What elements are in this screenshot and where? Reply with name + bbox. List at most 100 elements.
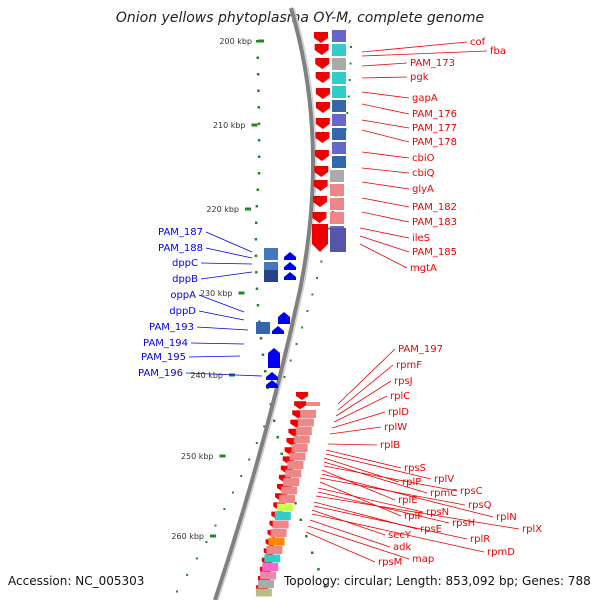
cog-block [256, 322, 270, 334]
inner-ruler-dot [289, 359, 292, 362]
cog-block [330, 170, 344, 182]
forward-gene-arrow [314, 32, 328, 43]
gene-label: rpsS [404, 463, 426, 474]
inner-ruler-dot [240, 475, 243, 477]
kbp-tick-label: 220 kbp [206, 205, 239, 214]
ruler-dot [255, 287, 259, 290]
cog-block [332, 44, 346, 56]
gene-label: rpsM [378, 557, 402, 568]
gene-label: rplE [398, 495, 418, 506]
leader-line [319, 477, 466, 506]
cog-block [330, 198, 344, 210]
inner-ruler-dot [205, 541, 208, 543]
ruler-dot [255, 40, 259, 43]
kbp-tick-label: 200 kbp [219, 37, 252, 46]
inner-ruler-dot [347, 95, 350, 98]
cog-block [264, 554, 281, 563]
cog-block [264, 248, 278, 260]
reverse-gene-arrow [284, 252, 296, 260]
cog-block [281, 486, 298, 495]
leader-line [319, 481, 402, 517]
leader-line [185, 372, 263, 377]
leader-line [331, 411, 386, 429]
leader-line [196, 326, 249, 331]
gene-label: cbiQ [412, 168, 435, 179]
kbp-tick [238, 291, 245, 295]
gene-label: rpsJ [394, 376, 413, 387]
leader-line [305, 531, 376, 563]
gene-label: rplX [522, 524, 542, 535]
gene-label: rpmF [396, 360, 422, 371]
kbp-tick-label: 230 kbp [200, 289, 233, 298]
leader-line [323, 461, 428, 494]
leader-line [321, 473, 494, 518]
reverse-gene-arrow [266, 380, 278, 388]
ruler-dot [323, 584, 327, 587]
gene-label: rplR [470, 534, 490, 545]
inner-ruler-dot [195, 557, 198, 560]
genome-backbone [213, 7, 316, 600]
leader-line [317, 491, 450, 524]
inner-ruler-dot [176, 590, 179, 593]
ruler-dot [261, 353, 265, 356]
leader-line [315, 495, 520, 530]
ruler-dot [280, 452, 283, 455]
inner-ruler-dot [306, 310, 309, 312]
gene-label: oppA [170, 290, 196, 301]
gene-label: rplF [404, 511, 423, 522]
leader-line [361, 197, 410, 208]
kbp-tick [258, 39, 264, 43]
leader-line [361, 129, 410, 143]
forward-gene-arrow [296, 392, 308, 400]
cog-block [332, 58, 346, 70]
leader-line [359, 227, 410, 239]
reverse-gene-arrow [284, 262, 296, 270]
ruler-dot [310, 551, 314, 554]
cog-block [332, 100, 346, 112]
gene-label: fba [490, 46, 506, 57]
inner-ruler-dot [295, 343, 298, 345]
leader-line [361, 151, 410, 159]
kbp-tick-labels: 200 kbp 210 kbp 220 kbp 230 kbp 240 kbp 250 k… [171, 37, 252, 541]
leader-line [188, 355, 241, 358]
leader-line [329, 426, 382, 435]
gene-label: PAM_178 [412, 137, 457, 148]
gene-label: glyA [412, 184, 434, 195]
gene-label: map [412, 554, 434, 565]
ruler-dot [257, 172, 261, 175]
leader-line [361, 167, 410, 174]
ruler-dot [256, 188, 260, 191]
reverse-gene-arrow [278, 312, 290, 324]
gene-label: PAM_188 [158, 243, 203, 254]
cog-block [266, 546, 283, 554]
ruler-dot [276, 436, 280, 439]
gene-label: gapA [412, 93, 438, 104]
cog-block [287, 461, 304, 469]
gene-label: rplP [402, 477, 421, 488]
cog-block [332, 156, 346, 168]
leader-line [361, 41, 468, 53]
gene-label: PAM_182 [412, 202, 457, 213]
inner-ruler-dot [320, 260, 323, 263]
kbp-tick [219, 454, 226, 458]
forward-gene-arrow [315, 72, 330, 83]
forward-gene-arrow [312, 196, 327, 207]
ruler-dot [257, 139, 261, 142]
gene-label: dppB [172, 274, 198, 285]
leader-line [325, 449, 402, 469]
gene-label: PAM_187 [158, 227, 203, 238]
leader-line [361, 119, 410, 129]
reverse-gene-arrow [266, 372, 278, 380]
inner-ruler-dot [328, 227, 331, 230]
leader-line [200, 262, 253, 265]
leader-line [198, 310, 245, 321]
leader-line [361, 181, 410, 190]
cog-block [330, 184, 344, 196]
gene-label: mgtA [410, 263, 437, 274]
kbp-tick [245, 207, 251, 211]
inner-ruler-dot [186, 574, 189, 576]
inner-ruler-dot [348, 79, 351, 81]
cog-block [332, 114, 346, 126]
ruler-dot [256, 304, 260, 307]
